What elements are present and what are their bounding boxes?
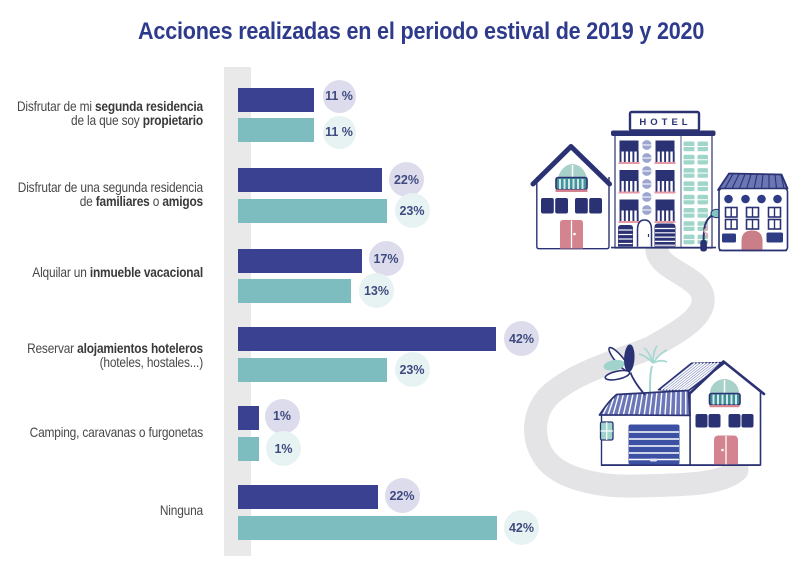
svg-text:HOTEL: HOTEL	[639, 117, 691, 128]
